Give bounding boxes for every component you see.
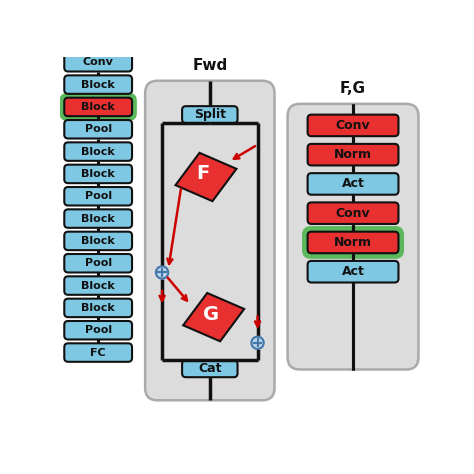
Polygon shape xyxy=(183,293,244,341)
FancyBboxPatch shape xyxy=(308,232,399,253)
FancyBboxPatch shape xyxy=(182,106,237,123)
FancyBboxPatch shape xyxy=(304,228,402,257)
FancyBboxPatch shape xyxy=(64,53,132,72)
Text: Block: Block xyxy=(81,169,115,179)
Text: Conv: Conv xyxy=(336,119,370,132)
FancyBboxPatch shape xyxy=(308,144,399,165)
Text: G: G xyxy=(202,305,219,324)
FancyBboxPatch shape xyxy=(64,321,132,339)
FancyBboxPatch shape xyxy=(64,254,132,273)
FancyBboxPatch shape xyxy=(64,120,132,138)
Text: Norm: Norm xyxy=(334,148,372,161)
Text: Split: Split xyxy=(194,108,226,121)
Text: Pool: Pool xyxy=(84,124,112,134)
Text: Cat: Cat xyxy=(198,362,221,375)
Text: Block: Block xyxy=(81,102,115,112)
Text: Norm: Norm xyxy=(334,236,372,249)
FancyBboxPatch shape xyxy=(182,360,237,377)
Text: FC: FC xyxy=(91,347,106,357)
FancyBboxPatch shape xyxy=(64,210,132,228)
Text: Fwd: Fwd xyxy=(192,58,228,73)
Text: F,G: F,G xyxy=(340,81,366,96)
FancyBboxPatch shape xyxy=(64,232,132,250)
Text: Act: Act xyxy=(342,265,365,278)
FancyBboxPatch shape xyxy=(61,95,135,119)
Text: Act: Act xyxy=(342,177,365,191)
FancyBboxPatch shape xyxy=(64,343,132,362)
Text: Block: Block xyxy=(81,146,115,156)
FancyBboxPatch shape xyxy=(64,187,132,206)
FancyBboxPatch shape xyxy=(308,115,399,136)
Text: Block: Block xyxy=(81,303,115,313)
FancyBboxPatch shape xyxy=(64,142,132,161)
FancyBboxPatch shape xyxy=(64,98,132,116)
Text: Pool: Pool xyxy=(84,258,112,268)
FancyBboxPatch shape xyxy=(64,164,132,183)
FancyBboxPatch shape xyxy=(145,81,274,401)
Text: Block: Block xyxy=(81,281,115,291)
FancyBboxPatch shape xyxy=(308,261,399,283)
Circle shape xyxy=(156,266,168,279)
Text: F: F xyxy=(196,164,210,183)
FancyBboxPatch shape xyxy=(308,173,399,195)
FancyBboxPatch shape xyxy=(64,75,132,94)
Circle shape xyxy=(251,337,264,349)
FancyBboxPatch shape xyxy=(64,276,132,295)
Text: Conv: Conv xyxy=(336,207,370,219)
Text: Conv: Conv xyxy=(83,57,114,67)
FancyBboxPatch shape xyxy=(64,299,132,317)
Text: Pool: Pool xyxy=(84,191,112,201)
Text: Pool: Pool xyxy=(84,325,112,335)
FancyBboxPatch shape xyxy=(288,104,419,370)
FancyBboxPatch shape xyxy=(308,202,399,224)
Text: Block: Block xyxy=(81,214,115,224)
Polygon shape xyxy=(175,153,237,201)
Text: Block: Block xyxy=(81,80,115,90)
Text: Block: Block xyxy=(81,236,115,246)
